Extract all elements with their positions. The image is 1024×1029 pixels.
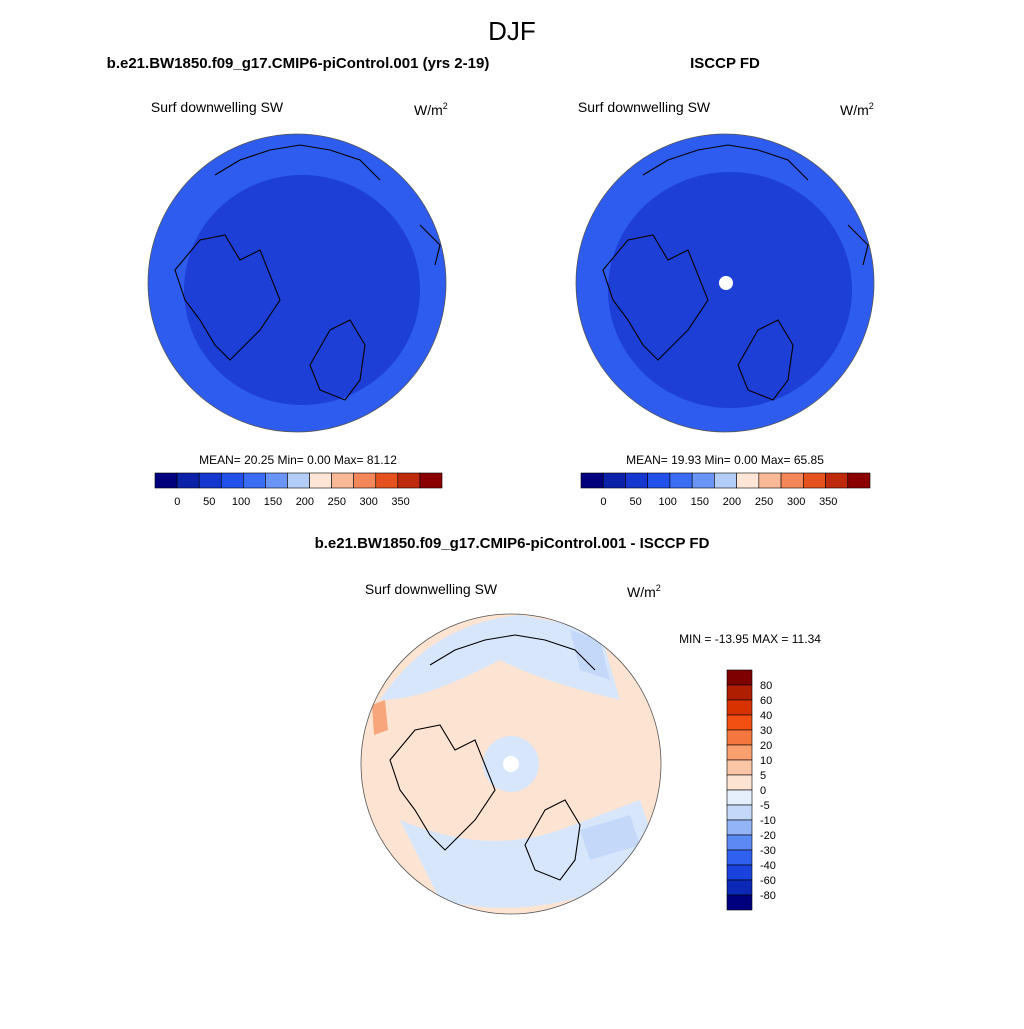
- colorbar-label: -60: [760, 875, 776, 887]
- colorbar-label: 200: [723, 496, 741, 508]
- colorbar-box: [726, 669, 753, 686]
- colorbar-box: [758, 472, 782, 489]
- colorbar-label: 350: [819, 496, 837, 508]
- colorbar-label: 60: [760, 695, 772, 707]
- units-sup: 2: [443, 101, 448, 111]
- colorbar-box: [309, 472, 332, 489]
- colorbar-box: [287, 472, 310, 489]
- colorbar-label: 200: [296, 496, 314, 508]
- units-label: W/m2: [840, 101, 874, 118]
- colorbar-label: -30: [760, 845, 776, 857]
- panel-title: b.e21.BW1850.f09_g17.CMIP6-piControl.001…: [315, 535, 710, 552]
- colorbar-box: [780, 472, 804, 489]
- stats-label: MIN = -13.95 MAX = 11.34: [679, 632, 821, 646]
- colorbar-label: 5: [760, 770, 766, 782]
- colorbar-box: [726, 834, 753, 851]
- colorbar-box: [176, 472, 200, 489]
- colorbar-label: 300: [359, 496, 377, 508]
- variable-label: Surf downwelling SW: [151, 99, 284, 115]
- colorbar-label: -80: [760, 890, 776, 902]
- map-border: [360, 613, 662, 915]
- colorbar-box: [736, 472, 760, 489]
- colorbar-box: [331, 472, 354, 489]
- colorbar-box: [602, 472, 626, 489]
- colorbar-box: [803, 472, 826, 489]
- colorbar-box: [726, 819, 753, 836]
- colorbar-label: -20: [760, 830, 776, 842]
- colorbar-box: [419, 472, 443, 489]
- figure-title: DJF: [488, 16, 536, 46]
- map-border: [147, 133, 447, 433]
- colorbar-label: 40: [760, 710, 772, 722]
- map: [576, 134, 874, 432]
- colorbar-box: [580, 472, 604, 489]
- colorbar-label: 350: [391, 496, 409, 508]
- colorbar-box: [726, 879, 753, 896]
- colorbar-label: 0: [600, 496, 606, 508]
- stats-label: MEAN= 19.93 Min= 0.00 Max= 65.85: [626, 453, 824, 467]
- colorbar-box: [726, 759, 753, 776]
- colorbar-label: -5: [760, 800, 770, 812]
- colorbar-label: 10: [760, 755, 772, 767]
- variable-label: Surf downwelling SW: [365, 581, 498, 597]
- colorbar-box: [726, 684, 753, 701]
- map: [148, 134, 446, 432]
- colorbar-box: [265, 472, 288, 489]
- units-sup: 2: [656, 583, 661, 593]
- colorbar-box: [726, 894, 753, 911]
- colorbar-box: [726, 729, 753, 746]
- colorbar-box: [726, 849, 753, 866]
- colorbar-label: -10: [760, 815, 776, 827]
- colorbar-label: 0: [760, 785, 766, 797]
- units-label: W/m2: [414, 101, 448, 118]
- colorbar-label: 250: [328, 496, 346, 508]
- colorbar-box: [625, 472, 648, 489]
- colorbar-box: [669, 472, 693, 489]
- colorbar-label: 30: [760, 725, 772, 737]
- colorbar-label: 100: [232, 496, 250, 508]
- colorbar-box: [847, 472, 871, 489]
- colorbar-box: [726, 714, 753, 731]
- colorbar-box: [198, 472, 222, 489]
- units-base: W/m: [627, 584, 656, 600]
- variable-label: Surf downwelling SW: [578, 99, 711, 115]
- colorbar-box: [154, 472, 178, 489]
- colorbar-label: -40: [760, 860, 776, 872]
- colorbar-label: 50: [629, 496, 641, 508]
- units-sup: 2: [869, 101, 874, 111]
- colorbar-label: 80: [760, 680, 772, 692]
- colorbar-box: [691, 472, 715, 489]
- units-label: W/m2: [627, 583, 661, 600]
- panel-title: b.e21.BW1850.f09_g17.CMIP6-piControl.001…: [107, 55, 490, 72]
- colorbar-box: [397, 472, 421, 489]
- colorbar-box: [647, 472, 671, 489]
- colorbar-label: 250: [755, 496, 773, 508]
- colorbar-label: 0: [174, 496, 180, 508]
- colorbar-label: 20: [760, 740, 772, 752]
- colorbar-label: 300: [787, 496, 805, 508]
- colorbar-box: [353, 472, 377, 489]
- panel-title: ISCCP FD: [690, 55, 760, 72]
- colorbar-box: [375, 472, 399, 489]
- colorbar-label: 150: [691, 496, 709, 508]
- map-border: [575, 133, 875, 433]
- colorbar-box: [825, 472, 849, 489]
- colorbar-box: [726, 864, 753, 881]
- colorbar-box: [220, 472, 244, 489]
- colorbar-box: [726, 804, 753, 821]
- colorbar-box: [726, 744, 753, 761]
- colorbar-label: 50: [203, 496, 215, 508]
- colorbar-box: [726, 774, 753, 791]
- map: [361, 614, 661, 914]
- colorbar-box: [726, 789, 753, 806]
- colorbar-box: [726, 699, 753, 716]
- stats-label: MEAN= 20.25 Min= 0.00 Max= 81.12: [199, 453, 397, 467]
- colorbar-box: [243, 472, 266, 489]
- colorbar-label: 150: [264, 496, 282, 508]
- units-base: W/m: [414, 102, 443, 118]
- colorbar-label: 100: [659, 496, 677, 508]
- colorbar-box: [714, 472, 737, 489]
- units-base: W/m: [840, 102, 869, 118]
